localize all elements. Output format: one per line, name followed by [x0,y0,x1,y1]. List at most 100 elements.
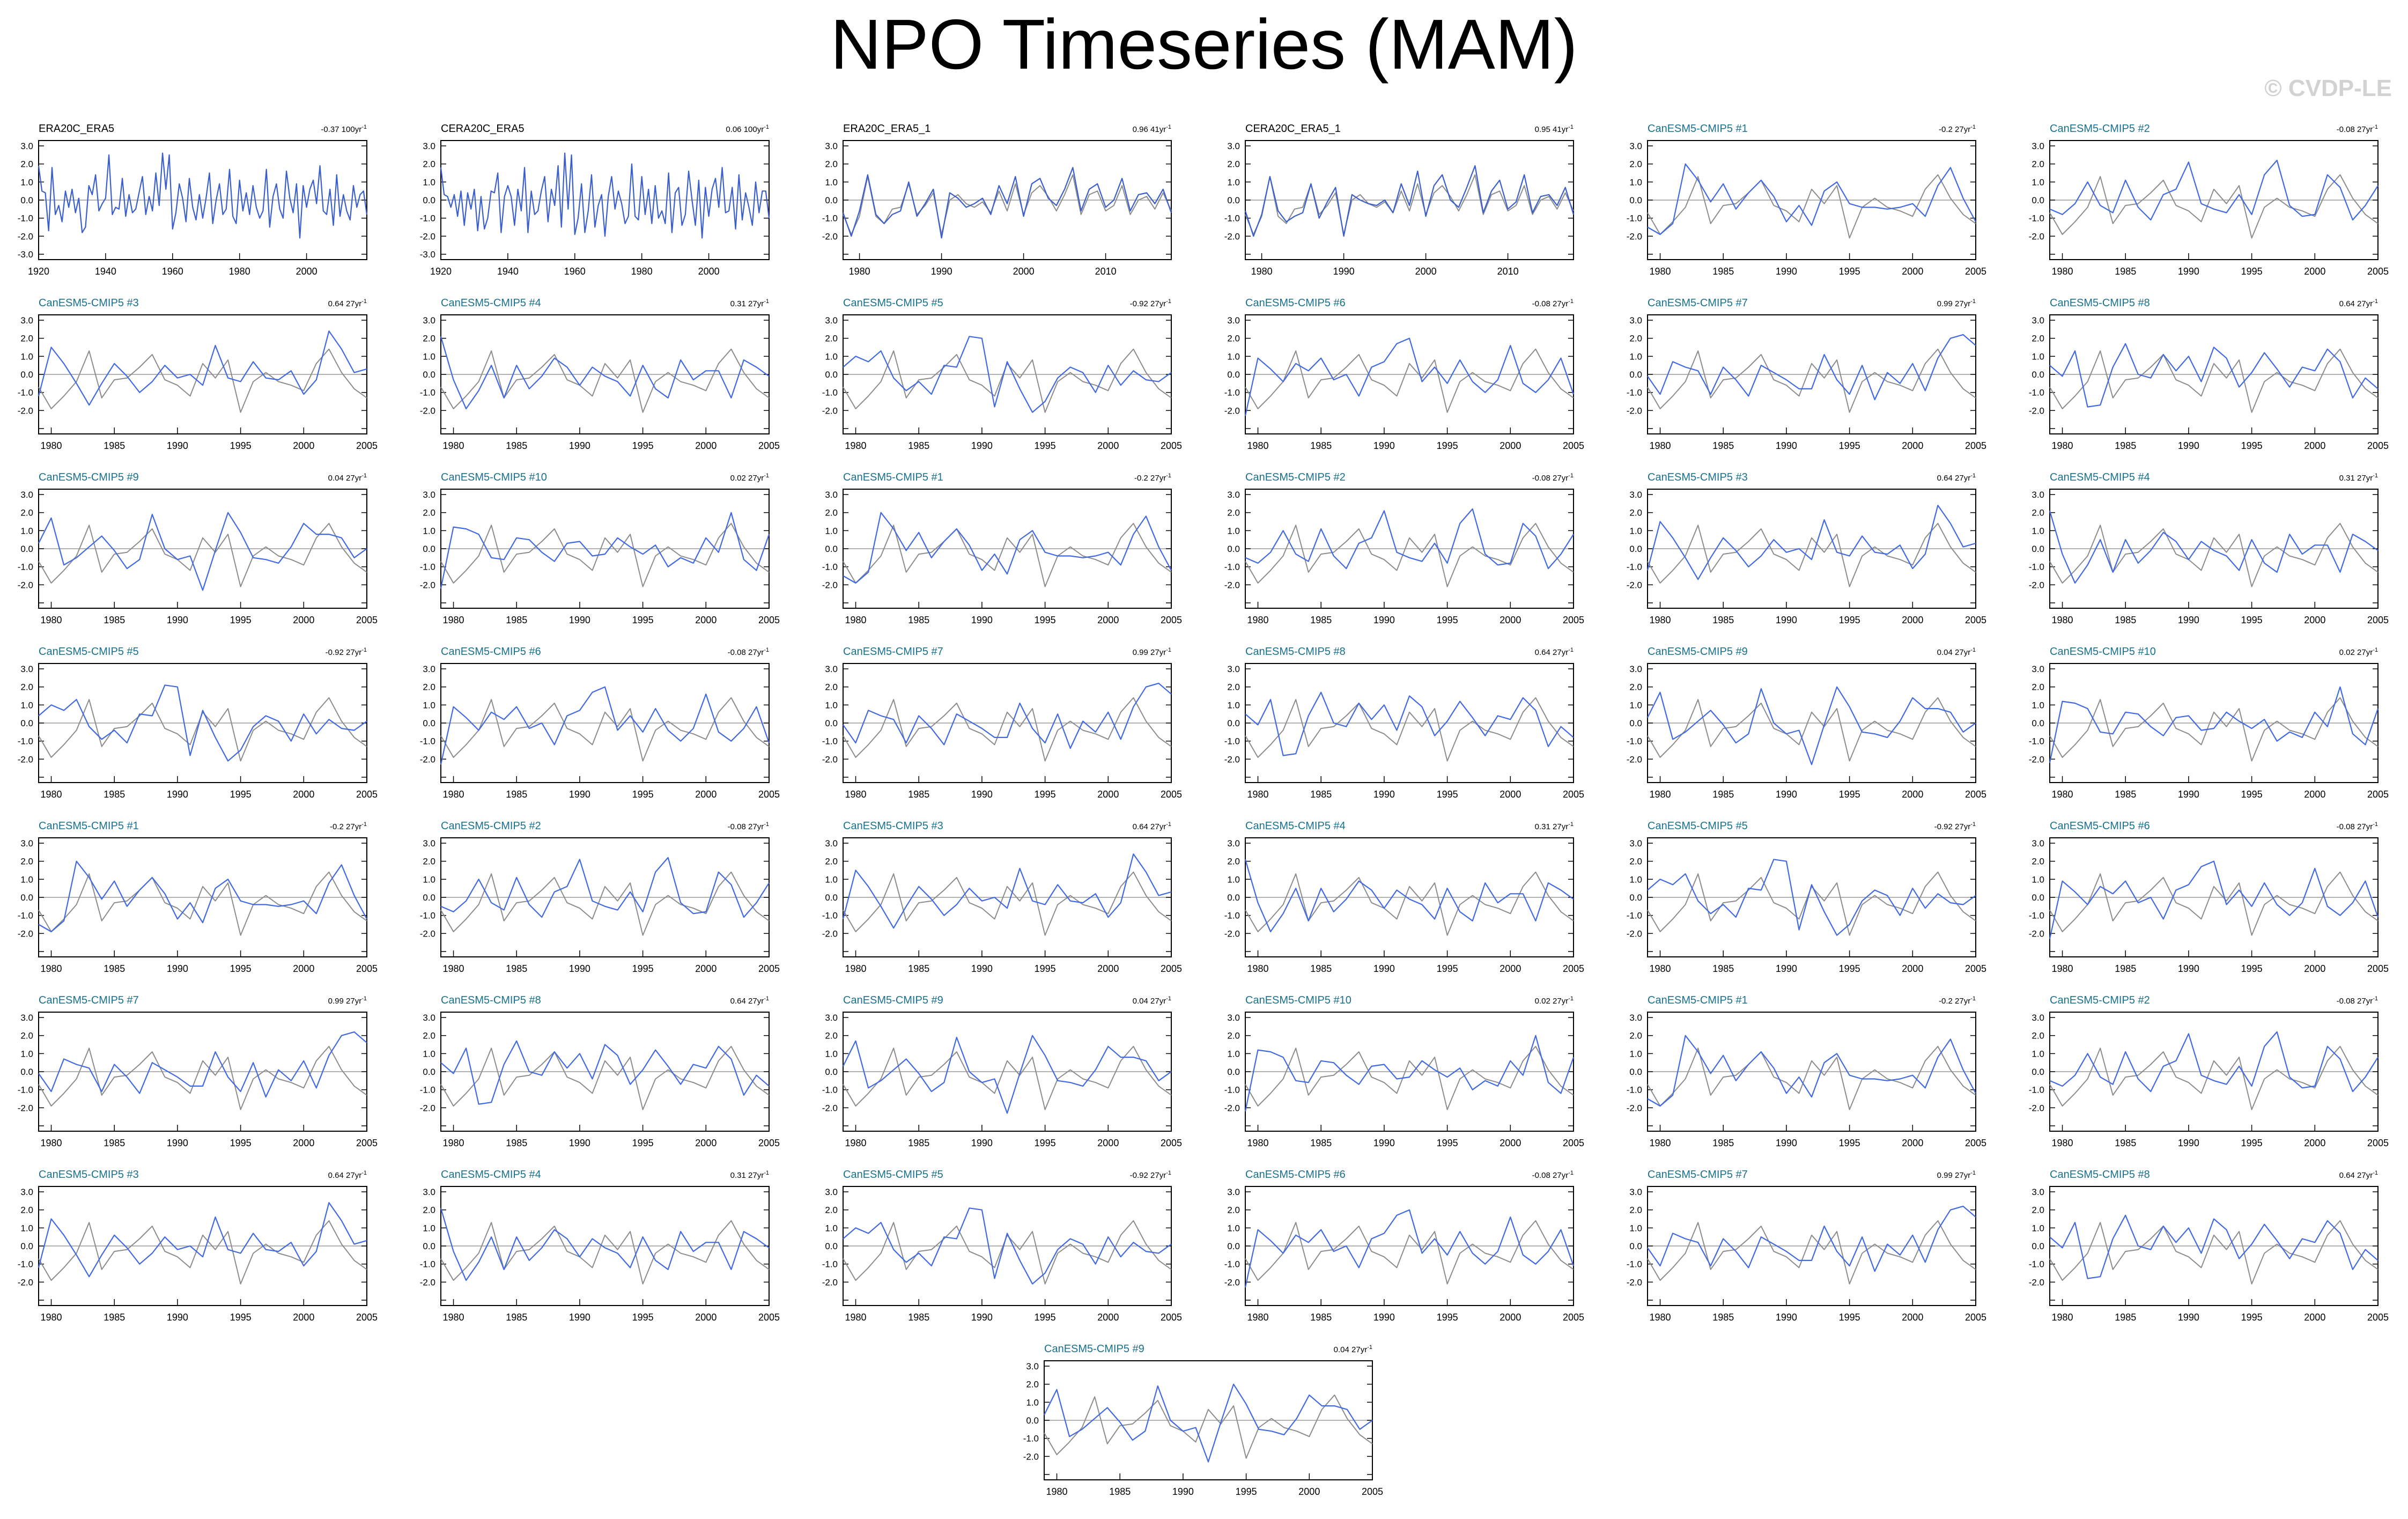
y-tick-label: 3.0 [423,1013,435,1023]
x-tick-label: 2000 [1013,266,1035,277]
y-tick-label: -2.0 [1023,1451,1039,1462]
y-tick-label: -2.0 [2029,405,2044,416]
panel-title: CanESM5-CMIP5 #2 [441,820,541,832]
y-tick-label: 3.0 [423,490,435,500]
panel-trend: 0.64 27yr-1 [2339,1170,2378,1180]
y-tick-label: 3.0 [1629,141,1642,151]
panel-model-36: CanESM5-CMIP5 #7 0.99 27yr-1 -2.0 -1.0 0.0 1.… [1627,1169,1986,1323]
y-tick-label: -2.0 [2029,754,2044,764]
x-tick-label: 2000 [695,440,717,451]
panel-title: CanESM5-CMIP5 #6 [1245,1169,1346,1181]
x-tick-label: 1990 [971,789,993,800]
series-line [38,1202,367,1278]
panel-model-27: CanESM5-CMIP5 #8 0.64 27yr-1 -2.0 -1.0 0.0 1.… [420,994,780,1148]
series-line [440,686,770,765]
y-tick-label: 3.0 [1629,838,1642,849]
y-tick-label: 3.0 [20,490,33,500]
x-tick-label: 2000 [1097,963,1119,974]
x-tick-label: 2000 [293,615,314,625]
x-tick-label: 2000 [1500,1138,1521,1148]
x-tick-label: 1985 [104,1138,125,1148]
y-tick-label: -1.0 [420,562,435,572]
y-tick-label: 3.0 [1629,1187,1642,1197]
x-tick-label: 1980 [2052,440,2073,451]
panel-title: CanESM5-CMIP5 #7 [1648,1169,1748,1181]
y-tick-label: 3.0 [20,1187,33,1197]
panel-trend: 0.64 27yr-1 [730,996,769,1006]
panel-trend: 0.04 27yr-1 [1133,996,1171,1006]
x-tick-label: 2000 [1097,1138,1119,1148]
y-tick-label: 2.0 [1629,159,1642,169]
x-tick-label: 2005 [1161,789,1182,800]
x-tick-label: 1995 [2241,789,2263,800]
y-tick-label: -1.0 [1627,562,1642,572]
panel-model-5: CanESM5-CMIP5 #6 -0.08 27yr-1 -2.0 -1.0 0.0 1… [1224,297,1584,451]
x-tick-label: 1985 [104,963,125,974]
x-tick-label: 1995 [1035,1312,1056,1323]
panel-model-29: CanESM5-CMIP5 #10 0.02 27yr-1 -2.0 -1.0 0.0 1… [1224,994,1584,1148]
x-tick-label: 1940 [95,266,116,277]
x-tick-label: 1985 [1310,615,1332,625]
y-tick-label: 3.0 [825,1013,838,1023]
panel-title: CanESM5-CMIP5 #2 [2050,994,2150,1006]
x-tick-label: 1995 [1035,1138,1056,1148]
reference-series-line [1245,1220,1574,1285]
x-tick-label: 1990 [1373,963,1395,974]
x-tick-label: 2000 [293,440,314,451]
y-tick-label: 2.0 [20,508,33,518]
x-tick-label: 1980 [1251,266,1273,277]
panel-title: CanESM5-CMIP5 #7 [843,646,943,658]
panel-title: CERA20C_ERA5_1 [1245,123,1341,135]
y-tick-label: 0.0 [1629,893,1642,903]
y-tick-label: 2.0 [2032,1205,2044,1215]
y-tick-label: 3.0 [825,141,838,151]
x-tick-label: 1985 [908,963,929,974]
x-tick-label: 1990 [1776,789,1797,800]
x-tick-label: 1985 [908,1138,929,1148]
y-tick-label: -1.0 [2029,388,2044,398]
y-tick-label: 2.0 [20,1031,33,1041]
y-tick-label: 2.0 [825,682,838,692]
reference-series-line [1647,348,1976,413]
x-tick-label: 1995 [2241,440,2263,451]
y-tick-label: -2.0 [18,928,33,939]
x-tick-label: 1990 [2178,615,2199,625]
x-tick-label: 2000 [1902,615,1923,625]
y-tick-label: 0.0 [825,893,838,903]
panel-trend: 0.02 27yr-1 [730,473,769,483]
x-tick-label: 1980 [1247,963,1269,974]
panel-trend: -0.92 27yr-1 [1934,821,1976,831]
y-tick-label: 2.0 [1227,508,1240,518]
x-tick-label: 1980 [443,963,464,974]
series-line [2049,860,2379,939]
y-tick-label: -1.0 [1627,213,1642,224]
y-tick-label: 0.0 [423,1241,435,1251]
x-tick-label: 1980 [849,266,870,277]
x-tick-label: 1995 [230,963,252,974]
y-tick-label: 2.0 [2032,159,2044,169]
y-tick-label: -2.0 [822,231,838,241]
x-tick-label: 1990 [569,440,590,451]
x-tick-label: 1920 [430,266,452,277]
panel-model-15: CanESM5-CMIP5 #6 -0.08 27yr-1 -2.0 -1.0 0.0 1… [420,646,780,800]
reference-series-line [843,174,1172,235]
y-tick-label: -1.0 [822,911,838,921]
series-line [1044,1383,1373,1463]
x-tick-label: 1995 [1437,440,1458,451]
y-tick-label: 2.0 [2032,508,2044,518]
y-tick-label: 1.0 [2032,177,2044,187]
reference-series-line [1245,697,1574,762]
series-line [1647,1205,1976,1272]
x-tick-label: 2005 [1965,440,1986,451]
y-tick-label: 0.0 [2032,1241,2044,1251]
y-tick-label: 3.0 [423,141,435,151]
y-tick-label: 1.0 [20,1049,33,1059]
y-tick-label: -1.0 [2029,562,2044,572]
series-line [2049,159,2379,221]
y-tick-label: -1.0 [420,1085,435,1095]
x-tick-label: 1980 [41,963,62,974]
y-tick-label: 1.0 [825,351,838,362]
y-tick-label: -1.0 [1224,213,1240,224]
series-line [1244,859,1574,933]
y-tick-label: -1.0 [18,911,33,921]
